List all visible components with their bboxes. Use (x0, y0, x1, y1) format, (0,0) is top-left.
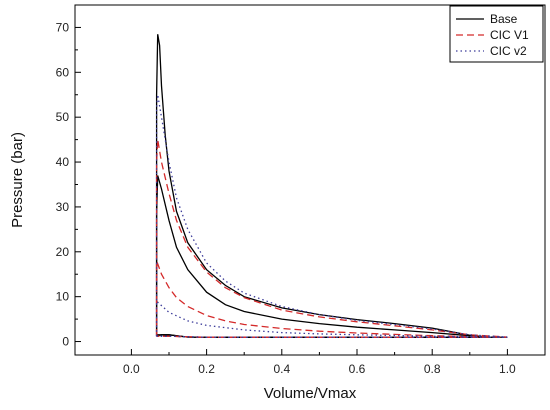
y-axis: 0 10 20 30 40 50 60 70 (56, 20, 81, 349)
y-tick-label: 60 (56, 65, 70, 79)
y-tick-label: 0 (62, 335, 69, 349)
y-tick-label: 10 (56, 290, 70, 304)
legend-box (449, 5, 544, 63)
y-axis-title: Pressure (bar) (9, 132, 26, 228)
series-1-loop-1 (155, 260, 508, 338)
plot-frame (74, 4, 546, 356)
x-axis-title: Volume/Vmax (264, 385, 357, 402)
series-0-loop-0 (155, 34, 508, 338)
y-tick-label: 30 (56, 200, 70, 214)
y-tick-label: 50 (56, 110, 70, 124)
legend: Base CIC V1 CIC v2 (449, 5, 544, 63)
x-tick-label: 0.0 (123, 362, 140, 376)
y-tick-label: 70 (56, 20, 70, 34)
y-tick-label: 40 (56, 155, 70, 169)
series-2-loop-0 (155, 94, 508, 338)
x-tick-label: 1.0 (499, 362, 516, 376)
series-1-loop-0 (155, 139, 508, 338)
x-tick-label: 0.2 (198, 362, 215, 376)
y-tick-label: 20 (56, 245, 70, 259)
x-axis: 0.0 0.2 0.4 0.6 0.8 1.0 (123, 349, 516, 376)
series-lines (155, 34, 508, 338)
x-tick-label: 0.6 (349, 362, 366, 376)
x-tick-label: 0.4 (273, 362, 290, 376)
x-tick-label: 0.8 (424, 362, 441, 376)
legend-label-cic-v1: CIC V1 (490, 28, 529, 42)
legend-label-cic-v2: CIC v2 (490, 44, 527, 58)
series-0-loop-1 (155, 175, 508, 338)
legend-label-base: Base (490, 12, 518, 26)
